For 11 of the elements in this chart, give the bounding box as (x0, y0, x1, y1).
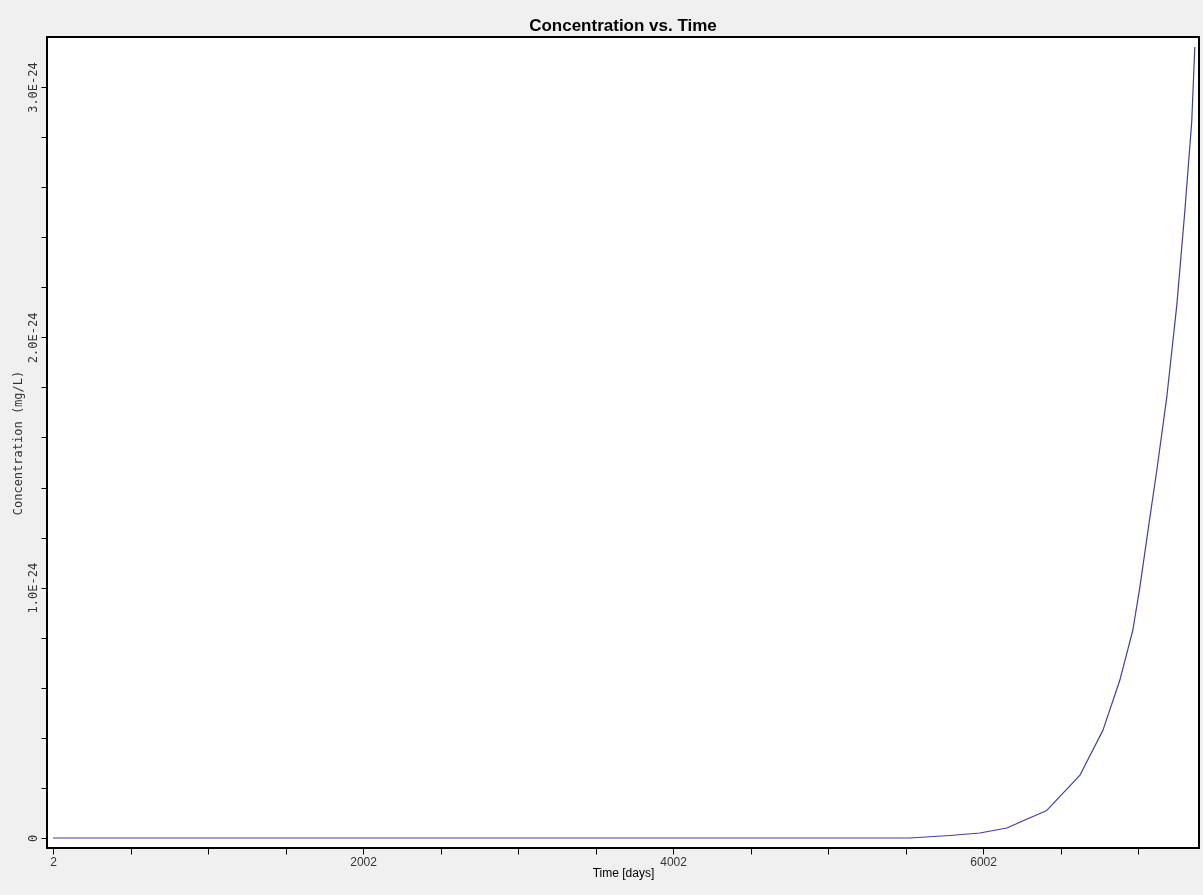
x-tick-label: 6002 (970, 854, 998, 869)
x-tick-label: 2002 (350, 854, 378, 869)
y-tick-label: 3.0E-24 (25, 62, 40, 113)
x-tick-label: 2 (50, 854, 58, 869)
x-axis-title: Time [days] (592, 865, 655, 880)
x-tick-label: 4002 (660, 854, 688, 869)
y-axis-title: Concentration (mg/L) (10, 370, 25, 516)
y-tick-label: 1.0E-24 (25, 562, 40, 614)
y-tick-label: 0 (25, 834, 40, 843)
chart-title: Concentration vs. Time (529, 16, 717, 35)
y-tick-label: 2.0E-24 (25, 312, 40, 364)
